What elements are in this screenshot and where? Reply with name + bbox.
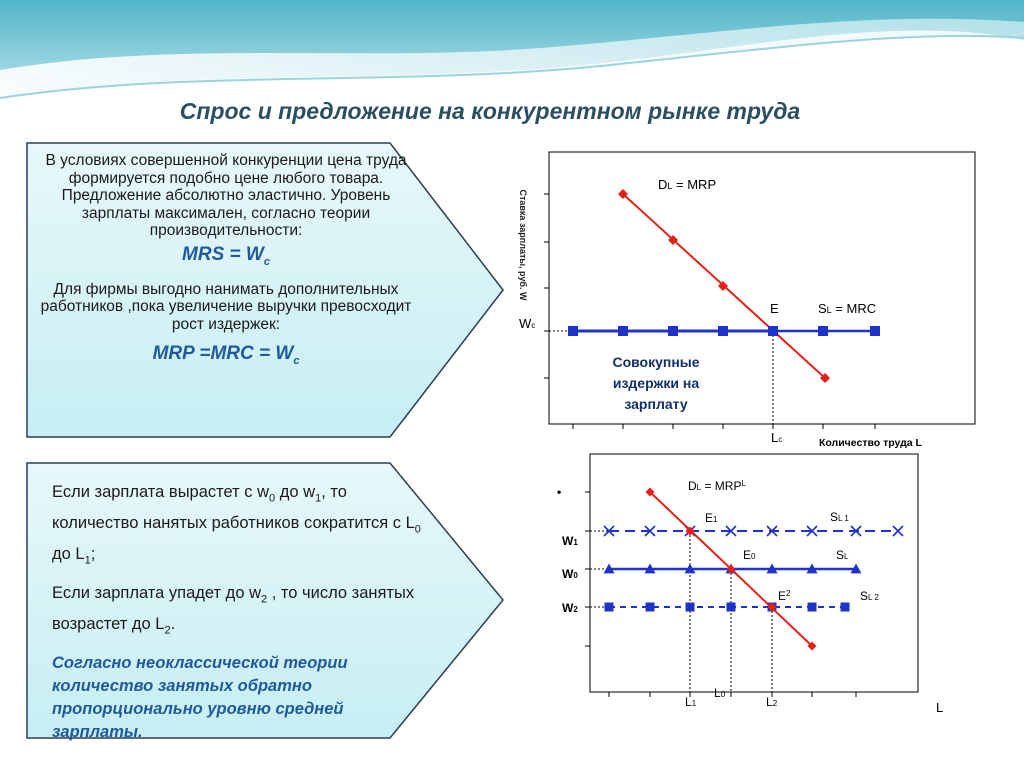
chart2-l0-label: L0 xyxy=(714,686,726,700)
chart2-e2-label: E2 xyxy=(778,589,791,603)
chart1-supply-point xyxy=(618,326,628,336)
chart1-supply-point xyxy=(818,326,828,336)
chart2-s1-label: SL 1 xyxy=(830,510,849,524)
chart2-supply-2-point xyxy=(840,602,850,612)
chart2-supply-0-markers xyxy=(603,563,862,574)
chart1-area-label-3: зарплату xyxy=(624,396,687,412)
formula-mrp: MRP =MRC = Wc xyxy=(152,343,300,368)
box2-paragraph-2: Если зарплата упадет до w2 , то число за… xyxy=(52,584,415,637)
chart2-demand-line xyxy=(649,491,813,647)
callout-box-1: В условиях совершенной конкуренции цена … xyxy=(36,152,416,381)
chart2-demand-label: DL = MRPL xyxy=(688,479,746,493)
callout-box-1-shape xyxy=(26,142,504,438)
chart2-demand-point xyxy=(726,564,736,574)
chart2-supply-0-point xyxy=(603,563,615,574)
chart2-demand-markers xyxy=(645,487,817,651)
chart2-l2-label: L2 xyxy=(766,695,778,709)
chart1-area-label-1: Совокупные xyxy=(612,354,699,370)
chart2-supply-0-point xyxy=(766,563,778,574)
chart1-demand-line xyxy=(622,193,826,379)
chart2-s2-label: SL 2 xyxy=(860,589,879,603)
chart2-l1-label: L1 xyxy=(685,695,697,709)
chart2-demand-point xyxy=(645,487,655,497)
box2-neoclassical-note: Согласно неоклассической теории количест… xyxy=(52,653,348,741)
chart1-lc-label: Lc xyxy=(771,430,782,445)
header-wave-decoration xyxy=(0,0,1024,120)
chart2-axis-ticks xyxy=(585,491,857,697)
chart2-e1-label: E1 xyxy=(705,511,718,525)
chart2-supply-2-point xyxy=(807,602,817,612)
chart1-supply-point xyxy=(768,326,778,336)
box2-paragraph-1: Если зарплата вырастет с w0 до w1, то ко… xyxy=(52,483,421,566)
callout-box-2: Если зарплата вырастет с w0 до w1, то ко… xyxy=(52,480,432,753)
chart1-x-axis-label: Количество труда L xyxy=(819,437,923,449)
chart1-demand-point xyxy=(618,189,628,199)
chart1-supply-point xyxy=(668,326,678,336)
chart1-supply-label: SL = MRC xyxy=(818,301,876,316)
callout-box-2-shape xyxy=(26,462,504,739)
chart1-supply-point xyxy=(718,326,728,336)
chart2-w1-label: W1 xyxy=(562,534,578,548)
chart2-supply-0-point xyxy=(684,563,696,574)
chart2-supply-0-point xyxy=(644,563,656,574)
chart2-supply-1-point xyxy=(766,525,778,537)
chart1-demand-markers xyxy=(618,189,830,383)
chart2-supply-2-markers xyxy=(604,602,850,612)
chart2-supply-1-point xyxy=(725,525,737,537)
chart2-y-axis-mark: • xyxy=(557,485,561,499)
page-title: Спрос и предложение на конкурентном рынк… xyxy=(179,98,801,124)
chart1-demand-point xyxy=(820,373,830,383)
chart1-demand-point xyxy=(768,326,778,336)
chart1-area-label-2: издержки на xyxy=(613,375,699,391)
chart2-x-axis-label: L xyxy=(936,700,943,715)
chart2-w0-label: W0 xyxy=(562,567,578,581)
chart2-supply-2-point xyxy=(645,602,655,612)
chart2-demand-point xyxy=(767,602,777,612)
chart2-demand-point xyxy=(807,641,817,651)
chart2-supply-1-point xyxy=(850,525,862,537)
chart1-supply-point xyxy=(568,326,578,336)
chart2-supply-2-point xyxy=(685,602,695,612)
chart1-demand-point xyxy=(668,235,678,245)
chart1-frame xyxy=(548,151,976,425)
chart2-supply-0-point xyxy=(806,563,818,574)
chart2-supply-1-point xyxy=(892,525,904,537)
chart2-supply-1-point xyxy=(644,525,656,537)
chart1-wc-label: Wc xyxy=(519,316,535,331)
chart2-demand-point xyxy=(685,526,695,536)
chart2-supply-1-point xyxy=(806,525,818,537)
chart2-supply-1-point xyxy=(684,525,696,537)
chart1-supply-markers xyxy=(568,326,880,336)
chart1-supply-point xyxy=(870,326,880,336)
box1-paragraph-2: Для фирмы выгодно нанимать дополнительны… xyxy=(40,280,412,333)
chart2-e0-label: E0 xyxy=(743,548,756,562)
chart2-supply-2-point xyxy=(726,602,736,612)
chart2-supply-1-point xyxy=(603,525,615,537)
chart2-supply-2-point xyxy=(767,602,777,612)
chart1-demand-point xyxy=(718,281,728,291)
chart2-frame xyxy=(589,453,919,693)
formula-mrs: MRS = Wc xyxy=(182,243,270,268)
chart2-supply-0-point xyxy=(850,563,862,574)
chart1-y-axis-label: Ставка зарплаты, руб. W xyxy=(518,189,528,301)
chart2-s0-label: SL xyxy=(836,548,849,562)
chart1-equilibrium-label: E xyxy=(770,301,779,316)
chart2-supply-2-point xyxy=(604,602,614,612)
box1-paragraph-1: В условиях совершенной конкуренции цена … xyxy=(45,152,407,239)
chart1-axis-ticks xyxy=(544,193,876,429)
chart1-demand-label: DL = MRP xyxy=(658,177,716,192)
chart2-supply-1-markers xyxy=(603,525,904,537)
chart2-w2-label: W2 xyxy=(562,601,578,615)
chart2-supply-0-point xyxy=(725,563,737,574)
